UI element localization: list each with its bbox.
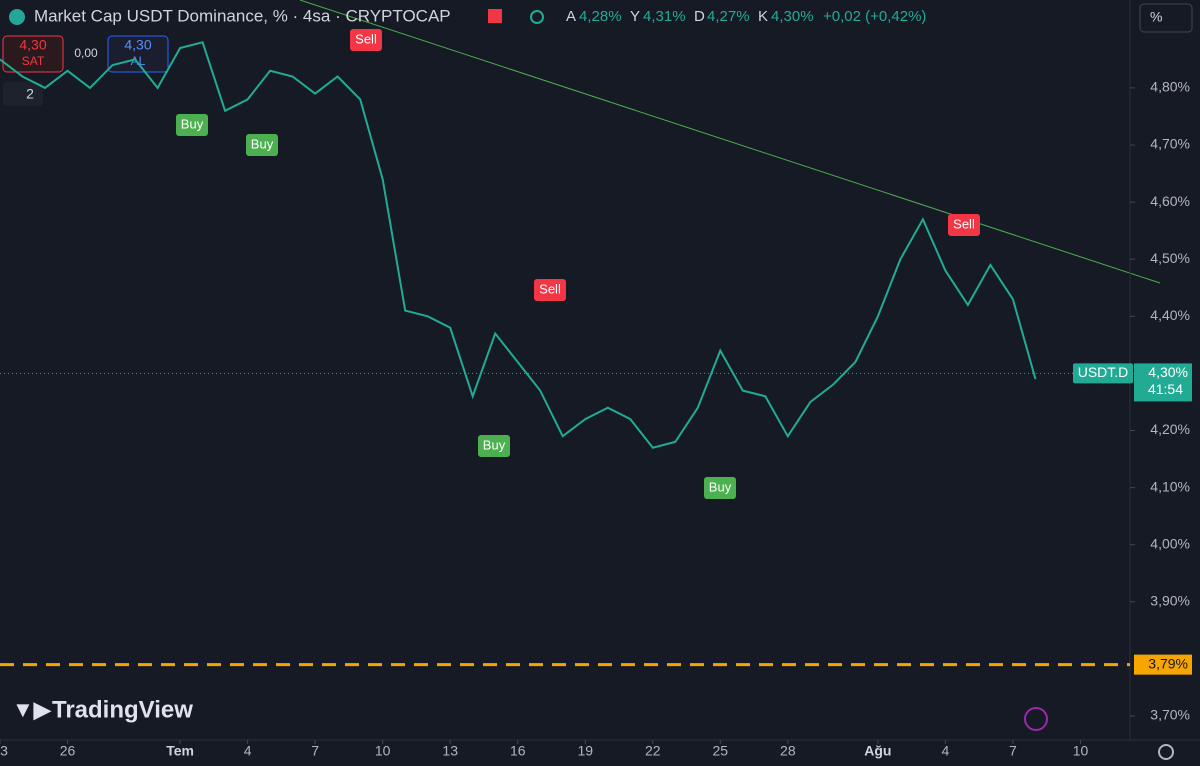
ohlc-value: 4,27%	[707, 8, 750, 25]
x-tick-label: 3	[0, 743, 8, 759]
ohlc-value: 4,30%	[771, 8, 814, 25]
x-tick-label: 7	[311, 743, 319, 759]
signal-label: Buy	[251, 136, 274, 151]
y-tick-label: 4,50%	[1150, 250, 1190, 266]
symbol-icon	[9, 9, 25, 25]
signal-label: Sell	[953, 216, 975, 231]
sell-button[interactable]	[2, 35, 64, 73]
sell-label: SAT	[22, 54, 45, 68]
chart-title: Market Cap USDT Dominance, % · 4sa · CRY…	[34, 6, 451, 25]
signal-badge	[350, 29, 382, 51]
x-tick-label: 19	[577, 743, 593, 759]
ohlc-value: 4,31%	[643, 8, 686, 25]
buy-price: 4,30	[124, 37, 151, 53]
signal-label: Buy	[709, 479, 732, 494]
x-tick-label: 7	[1009, 743, 1017, 759]
x-tick-label: 13	[442, 743, 458, 759]
symbol-badge	[1073, 363, 1133, 384]
flag[interactable]	[488, 9, 502, 23]
x-tick-label: 26	[60, 743, 76, 759]
brand: TradingView	[52, 696, 193, 723]
countdown: 41:54	[1148, 381, 1183, 397]
brand-logo: ▼▶	[12, 697, 52, 722]
scale-button[interactable]	[1139, 3, 1193, 33]
ohlc-label: Y	[630, 8, 640, 25]
price-line-badge	[1134, 654, 1192, 675]
spread: 0,00	[74, 46, 98, 60]
status-dot	[530, 10, 544, 24]
signal-label: Buy	[181, 116, 204, 131]
price-line-series	[0, 41, 1037, 449]
ohlc-label: A	[566, 8, 576, 25]
price-line-label: 3,79%	[1148, 655, 1188, 671]
x-tick-label: 22	[645, 743, 661, 759]
y-tick-label: 4,80%	[1150, 79, 1190, 95]
ohlc-label: K	[758, 8, 768, 25]
trend-line	[299, 0, 1161, 284]
signal-label: Sell	[539, 281, 561, 296]
settings-icon[interactable]	[1158, 744, 1174, 760]
signal-badge	[704, 477, 736, 499]
x-tick-label: 4	[942, 743, 950, 759]
y-tick-label: 4,40%	[1150, 307, 1190, 323]
y-tick-label: 4,70%	[1150, 136, 1190, 152]
scale-label: %	[1150, 9, 1162, 25]
x-tick-label: 25	[713, 743, 729, 759]
change: +0,02 (+0,42%)	[823, 8, 926, 25]
ohlc-label: D	[694, 8, 705, 25]
signal-label: Sell	[355, 31, 377, 46]
buy-label: AL	[131, 54, 146, 68]
signal-badge	[948, 214, 980, 236]
signal-badge	[534, 279, 566, 301]
y-tick-label: 3,70%	[1150, 707, 1190, 723]
x-tick-label: 10	[375, 743, 391, 759]
last-price-badge	[1134, 363, 1192, 402]
sell-price: 4,30	[19, 37, 46, 53]
signal-label: Buy	[483, 437, 506, 452]
y-tick-label: 3,90%	[1150, 593, 1190, 609]
x-tick-label: Tem	[166, 743, 194, 759]
ohlc-value: 4,28%	[579, 8, 622, 25]
x-tick-label: 28	[780, 743, 796, 759]
y-tick-label: 4,00%	[1150, 535, 1190, 551]
alert-icon[interactable]	[1024, 707, 1048, 731]
signal-badge	[246, 134, 278, 156]
y-tick-label: 4,60%	[1150, 193, 1190, 209]
y-tick-label: 4,10%	[1150, 478, 1190, 494]
y-tick-label: 4,20%	[1150, 421, 1190, 437]
signal-badge	[478, 435, 510, 457]
last-price-label: 4,30%	[1148, 364, 1188, 380]
x-tick-label: 10	[1073, 743, 1089, 759]
indicator-toggle[interactable]	[3, 82, 43, 106]
symbol-label: USDT.D	[1078, 364, 1129, 380]
x-tick-label: Ağu	[864, 743, 891, 759]
ohlc: A 4,28% Y 4,31% D 4,27% K 4,30%	[566, 8, 814, 25]
x-tick-label: 4	[244, 743, 252, 759]
signal-badge	[176, 114, 208, 136]
x-tick-label: 16	[510, 743, 526, 759]
indicator-count: 2	[26, 86, 34, 102]
